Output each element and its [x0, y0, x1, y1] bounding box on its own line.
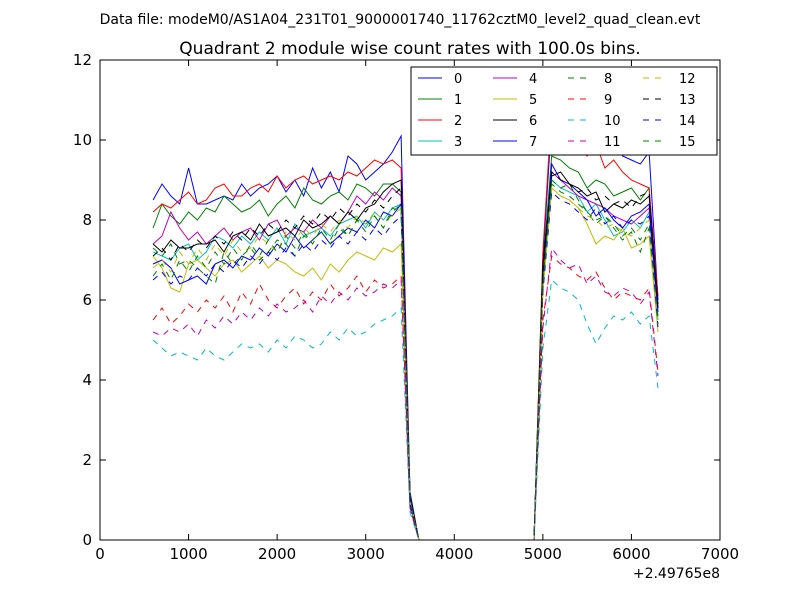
- chart-title: Quadrant 2 module wise count rates with …: [179, 39, 640, 59]
- series-line-14: [152, 190, 659, 541]
- y-tick-label: 10: [73, 131, 92, 149]
- data-file-header: Data file: modeM0/AS1A04_231T01_90000017…: [100, 12, 701, 28]
- y-tick-label: 2: [82, 451, 92, 469]
- y-tick-label: 0: [82, 531, 92, 549]
- x-tick-label: 3000: [347, 545, 385, 563]
- y-tick-label: 6: [82, 291, 92, 309]
- y-tick-label: 4: [82, 371, 92, 389]
- x-tick-label: 4000: [435, 545, 473, 563]
- series-line-10: [152, 278, 659, 541]
- series-line-11: [152, 246, 659, 541]
- legend-label-12: 12: [679, 72, 696, 87]
- legend-label-10: 10: [604, 114, 621, 129]
- x-tick-label: 5000: [524, 545, 562, 563]
- legend-label-1: 1: [454, 93, 462, 108]
- legend-label-14: 14: [679, 114, 696, 129]
- y-tick-label: 8: [82, 211, 92, 229]
- legend-label-13: 13: [679, 93, 696, 108]
- series-line-15: [152, 182, 659, 541]
- series-line-8: [152, 178, 659, 541]
- x-tick-label: 1000: [169, 545, 207, 563]
- legend-label-4: 4: [529, 72, 537, 87]
- legend-label-6: 6: [529, 114, 537, 129]
- legend-label-3: 3: [454, 135, 462, 150]
- legend-label-8: 8: [604, 72, 612, 87]
- legend-label-15: 15: [679, 135, 696, 150]
- legend-label-0: 0: [454, 72, 462, 87]
- series-layer: [152, 106, 659, 541]
- x-tick-label: 0: [95, 545, 105, 563]
- legend-label-9: 9: [604, 93, 612, 108]
- x-offset-label: +2.49765e8: [633, 566, 720, 582]
- x-tick-label: 7000: [701, 545, 739, 563]
- series-line-12: [152, 186, 659, 541]
- legend-label-7: 7: [529, 135, 537, 150]
- y-tick-label: 12: [73, 51, 92, 69]
- legend-label-2: 2: [454, 114, 462, 129]
- legend-box: [410, 66, 718, 156]
- legend-label-11: 11: [604, 135, 621, 150]
- x-tick-label: 2000: [258, 545, 296, 563]
- legend-label-5: 5: [529, 93, 537, 108]
- x-tick-label: 6000: [612, 545, 650, 563]
